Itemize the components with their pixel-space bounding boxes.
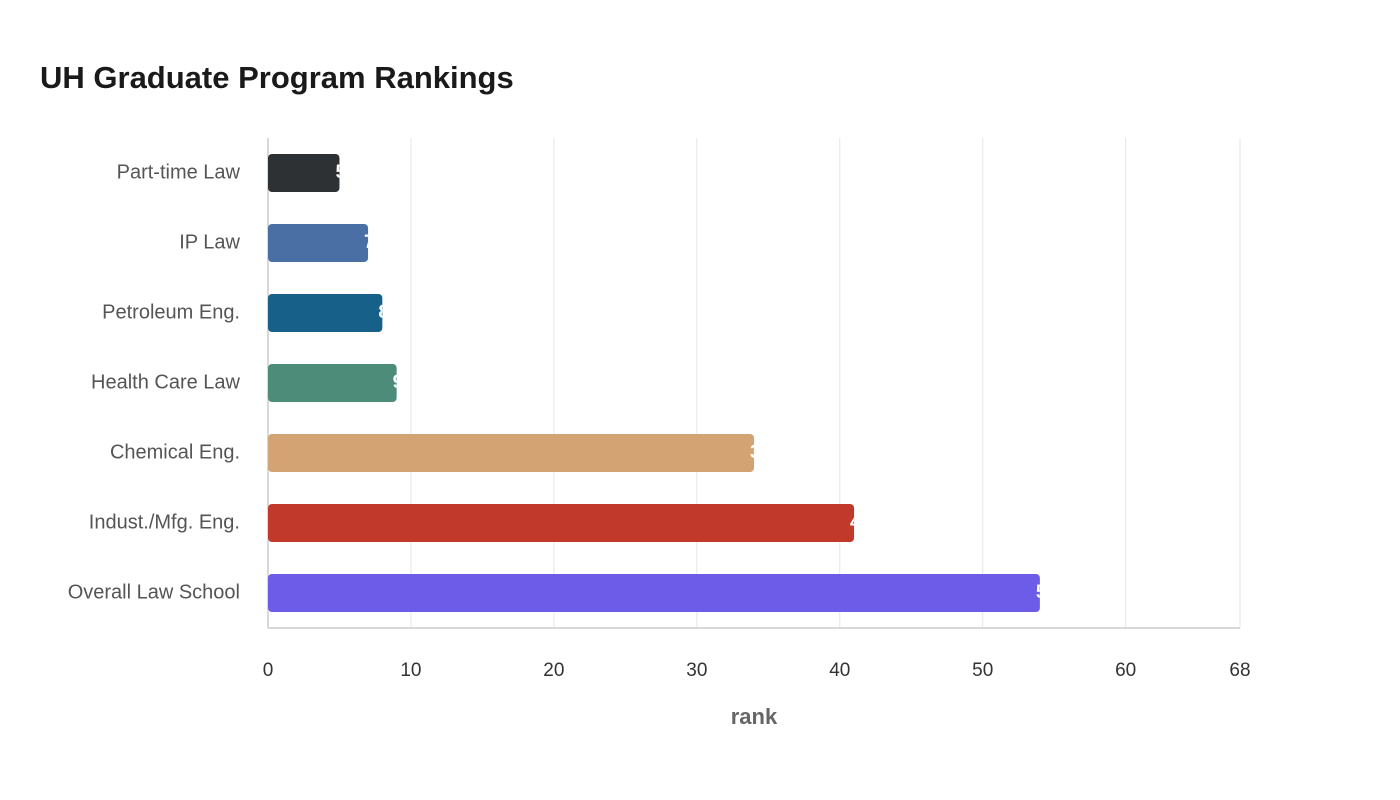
y-tick-label: Petroleum Eng. <box>102 301 240 323</box>
x-tick-label: 60 <box>1115 660 1136 681</box>
x-tick-label: 30 <box>686 660 707 681</box>
x-tick-label: 10 <box>400 660 421 681</box>
chart-title: UH Graduate Program Rankings <box>40 60 514 95</box>
x-tick-label: 68 <box>1229 660 1250 681</box>
x-tick-label: 40 <box>829 660 850 681</box>
bar <box>268 294 383 332</box>
bar <box>268 224 369 262</box>
y-tick-label: IP Law <box>179 231 240 253</box>
value-label: 8 <box>378 302 389 323</box>
y-tick-label: Chemical Eng. <box>110 441 240 463</box>
y-tick-label: Overall Law School <box>68 581 240 603</box>
x-tick-label: 50 <box>972 660 993 681</box>
value-label: 9 <box>393 372 404 393</box>
x-tick-label: 20 <box>543 660 564 681</box>
bar <box>268 364 397 402</box>
y-tick-label: Part-time Law <box>117 161 241 183</box>
y-tick-label: Indust./Mfg. Eng. <box>89 511 240 533</box>
value-label: 54 <box>1036 582 1058 603</box>
y-tick-label: Health Care Law <box>91 371 241 393</box>
bar <box>268 574 1040 612</box>
value-label: 7 <box>364 232 375 253</box>
bar <box>268 434 754 472</box>
bar <box>268 154 340 192</box>
value-label: 5 <box>335 162 346 183</box>
value-label: 41 <box>850 512 872 533</box>
x-tick-label: 0 <box>263 660 274 681</box>
x-axis-label: rank <box>731 704 778 729</box>
bar <box>268 504 855 542</box>
value-label: 34 <box>750 442 772 463</box>
